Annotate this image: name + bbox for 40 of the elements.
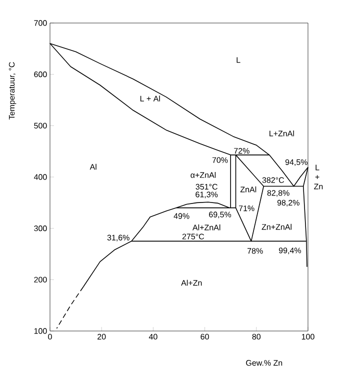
x-tick-label: 80 — [252, 334, 261, 340]
annotation: 70% — [212, 157, 228, 163]
y-tick-label: 200 — [34, 276, 47, 282]
annotation: 382°C — [262, 177, 284, 183]
annotation: 78% — [248, 248, 263, 254]
annotation: 61,3% — [196, 192, 218, 198]
annotation: Zn+ZnAl — [262, 224, 292, 230]
annotation: 98,2% — [277, 200, 300, 206]
annotation: 71% — [238, 206, 254, 212]
annotation: 94,5% — [285, 159, 308, 166]
annotation: Al — [90, 164, 96, 170]
y-tick-label: 600 — [34, 72, 47, 78]
x-tick-label: 60 — [200, 334, 209, 340]
annotation: 72% — [234, 148, 250, 154]
x-tick-label: 100 — [302, 334, 314, 340]
annotation: 99,4% — [278, 248, 301, 254]
y-tick-label: 100 — [34, 328, 47, 334]
x-tick-label: 40 — [148, 334, 158, 340]
x-axis-title: Gew.% Zn — [246, 360, 282, 366]
x-tick-label: 0 — [48, 334, 52, 340]
y-tick-label: 500 — [34, 122, 47, 129]
annotation: 31,6% — [107, 234, 130, 242]
y-tick-label: 400 — [34, 174, 47, 180]
annotation: 351°C — [196, 184, 218, 190]
x-tick-label: 20 — [98, 334, 106, 340]
annotation: L+ZnAl — [270, 130, 294, 136]
y-tick-label: 700 — [34, 20, 47, 26]
annotation: 82,8% — [267, 190, 290, 197]
annotation: L + Al — [140, 96, 160, 102]
annotation: 49% — [174, 213, 190, 219]
annotation: 275°C — [182, 234, 204, 240]
y-tick-label: 300 — [34, 226, 47, 232]
y-axis-title: Temperatuur, °C — [8, 62, 16, 120]
text: L + Zn — [314, 164, 323, 190]
annotation: α+ZnAl — [190, 172, 216, 178]
annotation: ZnAl — [240, 186, 256, 192]
annotation: Al+ZnAl — [192, 224, 220, 230]
annotation: Al+Zn — [181, 280, 202, 286]
annotation: L — [236, 57, 240, 63]
annotation: 69,5% — [209, 212, 232, 218]
